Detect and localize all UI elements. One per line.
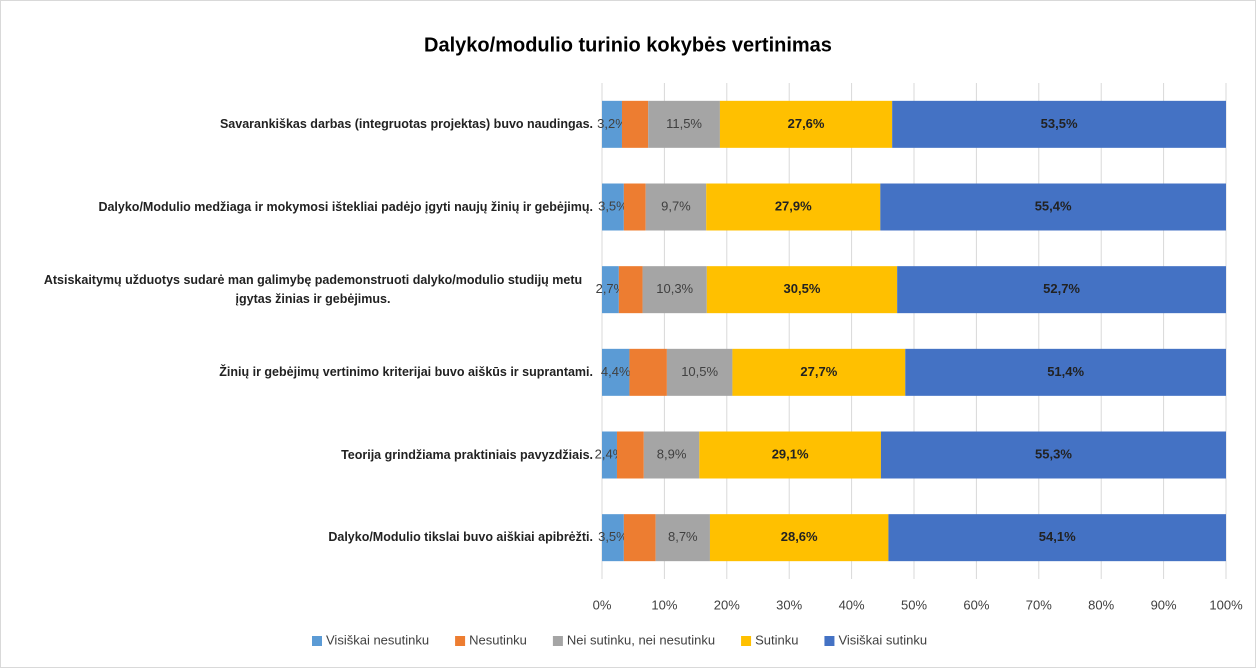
x-tick-label: 0% xyxy=(593,597,612,612)
bar-segment xyxy=(602,514,624,562)
bar-segment xyxy=(616,431,644,479)
bar-segment xyxy=(888,514,1226,562)
chart-title: Dalyko/modulio turinio kokybės vertinima… xyxy=(424,34,832,56)
bar-segment xyxy=(602,431,617,479)
x-tick-label: 50% xyxy=(901,597,927,612)
bar-segment xyxy=(706,183,881,231)
bar-segment xyxy=(897,266,1226,314)
bar-segment xyxy=(706,266,898,314)
legend-swatch xyxy=(741,636,752,646)
legend-label: Nei sutinku, nei nesutinku xyxy=(567,632,715,647)
x-tick-label: 100% xyxy=(1209,597,1243,612)
category-text: Dalyko/Modulio tikslai buvo aiškiai apib… xyxy=(328,530,593,545)
data-label: 28,6% xyxy=(781,529,818,544)
x-tick-label: 80% xyxy=(1088,597,1114,612)
x-tick-label: 40% xyxy=(839,597,865,612)
data-label: 10,3% xyxy=(656,281,693,296)
data-label: 52,7% xyxy=(1043,281,1080,296)
category-text: Žinių ir gebėjimų vertinimo kriterijai b… xyxy=(219,364,593,379)
data-label: 55,4% xyxy=(1035,198,1072,213)
data-label: 10,5% xyxy=(681,364,718,379)
legend-label: Visiškai nesutinku xyxy=(326,632,429,647)
x-tick-label: 30% xyxy=(776,597,802,612)
bar-segment xyxy=(623,183,646,231)
data-label: 29,1% xyxy=(772,446,809,461)
bar-segment xyxy=(642,266,707,314)
data-label: 27,7% xyxy=(800,364,837,379)
bar-segment xyxy=(618,266,643,314)
data-label: 9,7% xyxy=(661,198,691,213)
category-text: Teorija grindžiama praktiniais pavyzdžia… xyxy=(341,447,593,462)
category-label: Teorija grindžiama praktiniais pavyzdžia… xyxy=(341,446,593,465)
bar-segment xyxy=(719,100,893,148)
x-tick-label: 10% xyxy=(651,597,677,612)
legend-label: Nesutinku xyxy=(469,632,527,647)
category-label: Atsiskaitymų užduotys sudarė man galimyb… xyxy=(33,271,593,309)
bar-segment xyxy=(648,100,720,148)
data-label: 3,5% xyxy=(598,529,628,544)
category-text: Savarankiškas darbas (integruotas projek… xyxy=(219,116,593,131)
bar-segment xyxy=(602,348,630,396)
data-label: 55,3% xyxy=(1035,446,1072,461)
data-label: 2,7% xyxy=(596,281,626,296)
data-label: 27,6% xyxy=(788,116,825,131)
x-tick-label: 70% xyxy=(1026,597,1052,612)
data-label: 3,5% xyxy=(598,198,628,213)
category-label: Savarankiškas darbas (integruotas projek… xyxy=(220,115,593,134)
x-tick-label: 90% xyxy=(1151,597,1177,612)
category-label: Dalyko/Modulio tikslai buvo aiškiai apib… xyxy=(328,528,593,547)
data-label: 11,5% xyxy=(666,116,702,131)
bar-segment xyxy=(699,431,881,479)
category-text: Dalyko/Modulio medžiaga ir mokymosi ište… xyxy=(98,199,593,214)
category-label: Žinių ir gebėjimų vertinimo kriterijai b… xyxy=(219,363,593,382)
data-label: 30,5% xyxy=(784,281,821,296)
x-tick-label: 20% xyxy=(714,597,740,612)
bar-segment xyxy=(880,431,1226,479)
data-label: 3,2% xyxy=(597,116,627,131)
data-label: 27,9% xyxy=(775,198,812,213)
legend-swatch xyxy=(552,636,563,646)
data-label: 4,4% xyxy=(601,364,631,379)
bar-segment xyxy=(892,100,1226,148)
data-label: 8,9% xyxy=(657,446,687,461)
legend-swatch xyxy=(824,636,835,646)
bar-segment xyxy=(880,183,1226,231)
data-label: 8,7% xyxy=(668,529,698,544)
bar-segment xyxy=(621,100,649,148)
bar-segment xyxy=(643,431,700,479)
bar-segment xyxy=(666,348,733,396)
data-label: 54,1% xyxy=(1039,529,1076,544)
bar-segment xyxy=(602,100,622,148)
bar-segment xyxy=(732,348,906,396)
category-text: Atsiskaitymų užduotys sudarė man galimyb… xyxy=(43,272,583,306)
bar-segment xyxy=(709,514,889,562)
data-label: 53,5% xyxy=(1041,116,1078,131)
data-label: 51,4% xyxy=(1047,364,1084,379)
bar-segment xyxy=(629,348,667,396)
legend-swatch xyxy=(455,636,466,646)
category-label: Dalyko/Modulio medžiaga ir mokymosi ište… xyxy=(98,198,593,217)
legend-label: Sutinku xyxy=(755,632,798,647)
legend-swatch xyxy=(312,636,322,646)
legend-label: Visiškai sutinku xyxy=(838,632,927,647)
bar-segment xyxy=(655,514,710,562)
bar-segment xyxy=(602,183,624,231)
bar-segment xyxy=(905,348,1226,396)
bar-segment xyxy=(645,183,707,231)
x-tick-label: 60% xyxy=(963,597,989,612)
bar-segment xyxy=(602,266,619,314)
bar-segment xyxy=(623,514,656,562)
